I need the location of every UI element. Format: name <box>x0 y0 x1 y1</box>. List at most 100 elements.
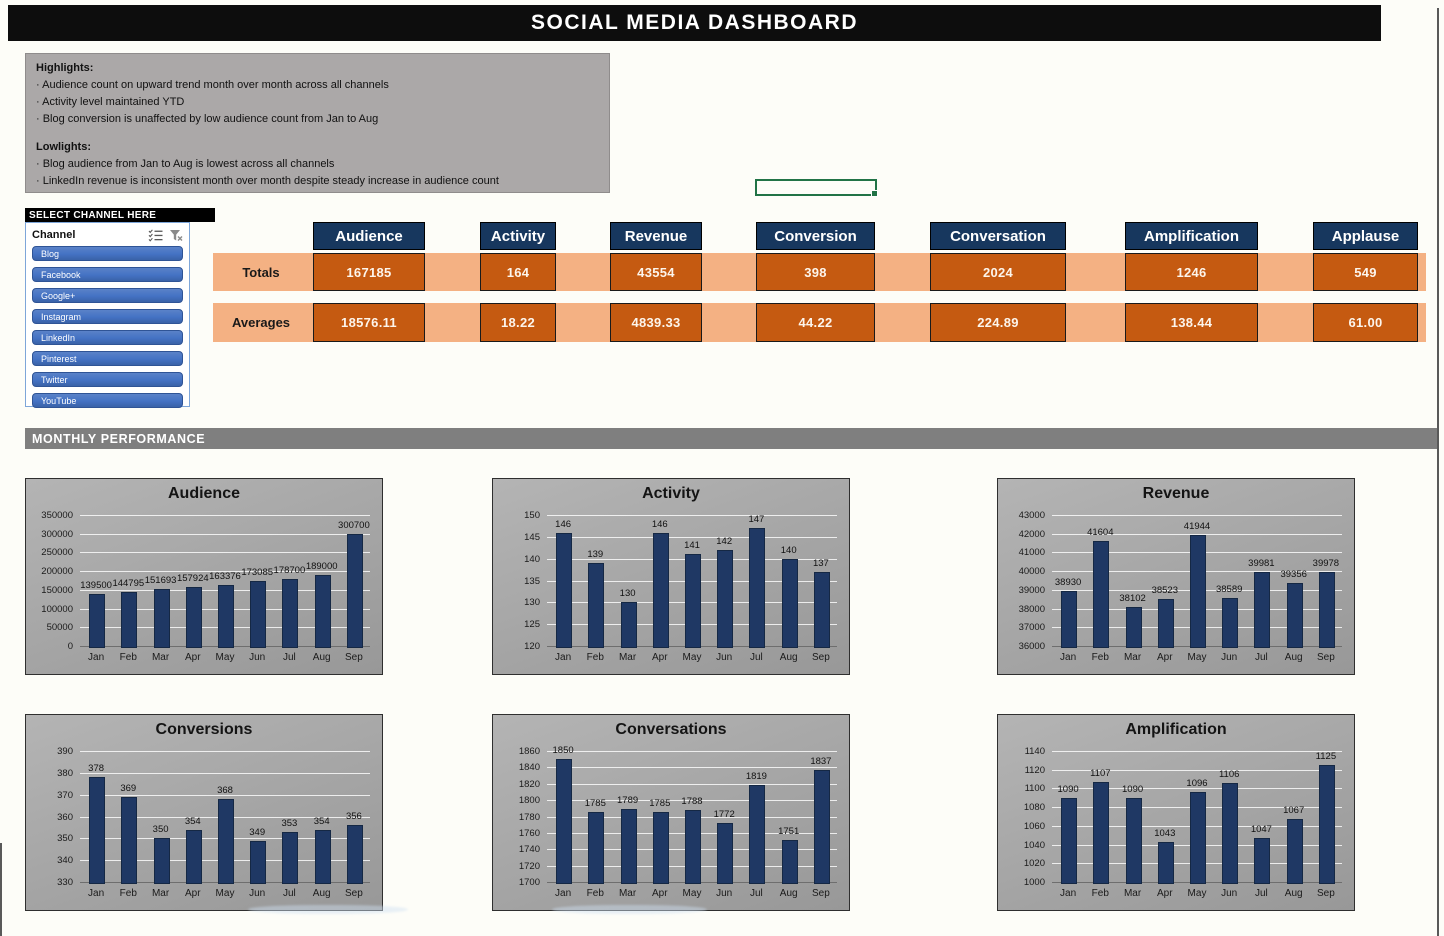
y-tick-label: 150000 <box>41 584 73 596</box>
shape-artifact <box>248 905 408 914</box>
slicer-item-list: Blog Facebook Google+ Instagram LinkedIn Pint… <box>32 246 183 408</box>
gridline <box>80 751 370 752</box>
bar-value-label: 353 <box>281 817 298 829</box>
kpi-header-conversion: Conversion <box>756 222 875 250</box>
bar-mar <box>1125 606 1142 648</box>
x-tick-label: Sep <box>811 652 830 663</box>
gridline <box>547 536 837 538</box>
bar-jan <box>1061 797 1078 884</box>
bar-value-label: 356 <box>345 811 362 823</box>
x-tick-label: Jul <box>282 888 296 899</box>
bar-jan <box>556 532 573 648</box>
x-tick-label: Jul <box>1254 888 1268 899</box>
slicer-item-google[interactable]: Google+ <box>32 288 183 303</box>
bar-jan <box>89 777 106 884</box>
y-tick-label: 1700 <box>518 877 540 888</box>
notes-spacer <box>36 128 599 139</box>
bar-value-label: 38523 <box>1151 584 1178 596</box>
x-tick-label: Jan <box>555 652 572 663</box>
x-tick-label: Apr <box>652 888 668 899</box>
multi-select-icon[interactable] <box>148 228 163 242</box>
bar-value-label: 1789 <box>617 795 639 807</box>
bar-value-label: 178700 <box>273 565 306 577</box>
x-tick-label: Sep <box>1316 888 1335 899</box>
bar-value-label: 368 <box>217 785 233 796</box>
y-tick-label: 0 <box>67 641 73 652</box>
bar-value-label: 1850 <box>552 745 574 757</box>
x-tick-label: Feb <box>1091 652 1109 663</box>
y-tick-label: 1720 <box>518 860 540 872</box>
bar-value-label: 354 <box>313 815 330 827</box>
bar-value-label: 350 <box>152 824 169 836</box>
page-title-bar: SOCIAL MEDIA DASHBOARD <box>8 5 1381 41</box>
bar-value-label: 140 <box>780 544 797 556</box>
bar-jan <box>89 593 106 648</box>
x-tick-label: Jun <box>249 652 266 663</box>
y-tick-label: 1060 <box>1023 820 1045 832</box>
gridline <box>80 533 370 535</box>
fill-handle[interactable] <box>871 190 878 197</box>
y-tick-label: 1860 <box>518 746 540 757</box>
gridline <box>547 800 837 802</box>
bar-value-label: 1096 <box>1186 778 1208 790</box>
bar-may <box>1190 792 1206 884</box>
bar-jul <box>1254 571 1271 648</box>
slicer-item-twitter[interactable]: Twitter <box>32 372 183 387</box>
bar-value-label: 141 <box>684 540 700 552</box>
bar-jul <box>749 528 766 648</box>
gridline <box>1052 533 1342 535</box>
slicer-item-pinterest[interactable]: Pinterest <box>32 351 183 366</box>
bar-mar <box>620 602 637 648</box>
y-tick-label: 200000 <box>41 566 73 578</box>
y-tick-label: 1800 <box>518 795 540 807</box>
kpi-header-revenue: Revenue <box>610 222 702 250</box>
slicer-item-youtube[interactable]: YouTube <box>32 393 183 408</box>
kpi-total-conversation: 2024 <box>930 253 1066 291</box>
bar-mar <box>620 809 637 884</box>
x-tick-label: May <box>215 652 235 663</box>
y-tick-label: 150 <box>524 510 540 521</box>
clear-filter-icon[interactable] <box>169 229 183 242</box>
x-tick-label: Apr <box>185 652 201 663</box>
x-tick-label: Apr <box>652 652 668 663</box>
slicer-item-facebook[interactable]: Facebook <box>32 267 183 282</box>
bar-value-label: 146 <box>651 518 668 530</box>
bar-sep <box>813 769 830 884</box>
bar-value-label: 1090 <box>1122 783 1144 795</box>
y-tick-label: 130 <box>524 597 540 609</box>
bar-value-label: 354 <box>184 815 201 827</box>
chart-title: Audience <box>167 485 240 502</box>
gridline <box>547 515 837 516</box>
x-tick-label: Sep <box>811 888 830 899</box>
y-tick-label: 1820 <box>518 778 540 790</box>
bar-value-label: 41604 <box>1087 527 1114 539</box>
y-tick-label: 1080 <box>1023 802 1045 814</box>
y-tick-label: 1040 <box>1023 839 1045 851</box>
selected-cell[interactable] <box>755 179 878 197</box>
x-tick-label: Apr <box>1157 652 1173 663</box>
bar-jun <box>717 549 734 648</box>
y-tick-label: 40000 <box>1018 566 1045 578</box>
bar-value-label: 1788 <box>681 795 703 807</box>
kpi-header-amplification: Amplification <box>1125 222 1258 250</box>
x-tick-label: Aug <box>779 888 798 899</box>
x-tick-label: Jul <box>749 652 763 663</box>
bar-jan <box>556 759 573 884</box>
bar-value-label: 39978 <box>1312 557 1340 569</box>
slicer-item-linkedin[interactable]: LinkedIn <box>32 330 183 345</box>
kpi-average-activity: 18.22 <box>480 303 556 342</box>
section-title: MONTHLY PERFORMANCE <box>32 431 206 446</box>
slicer-item-instagram[interactable]: Instagram <box>32 309 183 324</box>
bar-apr <box>185 829 202 884</box>
highlight-item-0: · Audience count on upward trend month o… <box>36 79 389 91</box>
x-tick-label: Feb <box>1091 888 1109 899</box>
kpi-average-applause: 61.00 <box>1313 303 1418 342</box>
highlight-item-1: · Activity level maintained YTD <box>36 96 185 108</box>
x-tick-label: Jun <box>1221 652 1238 663</box>
kpi-total-conversion: 398 <box>756 253 875 291</box>
bar-may <box>685 809 701 884</box>
slicer-item-blog[interactable]: Blog <box>32 246 183 261</box>
bar-aug <box>781 558 798 648</box>
bar-apr <box>1157 841 1174 884</box>
